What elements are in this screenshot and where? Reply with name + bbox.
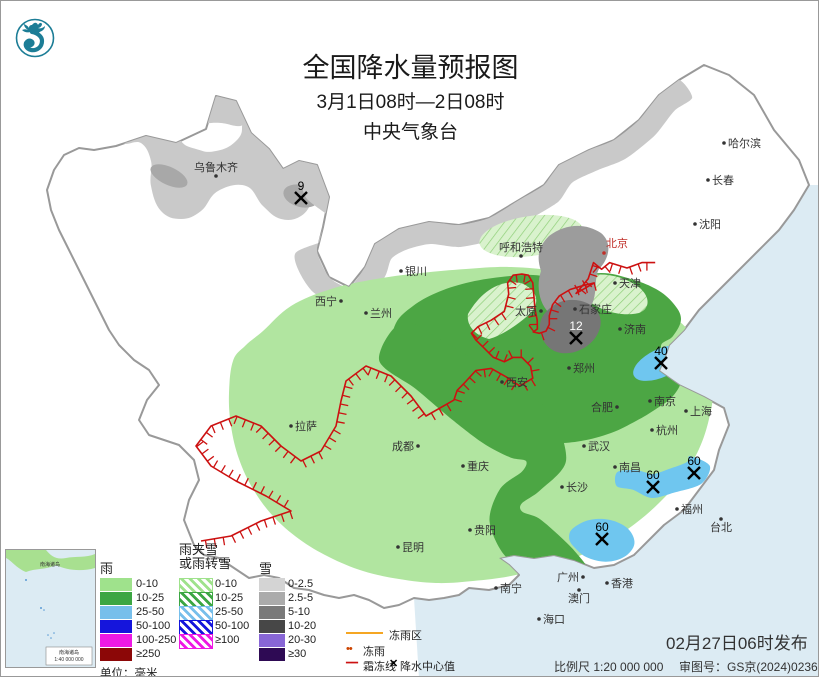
svg-text:济南: 济南 <box>624 322 646 336</box>
svg-text:40: 40 <box>654 344 668 358</box>
svg-text:西安: 西安 <box>506 375 528 389</box>
svg-text:重庆: 重庆 <box>467 459 489 473</box>
svg-text:长春: 长春 <box>712 174 734 187</box>
svg-text:郑州: 郑州 <box>573 361 595 375</box>
svg-text:60: 60 <box>646 468 660 482</box>
svg-text:澳门: 澳门 <box>568 591 590 605</box>
svg-text:1:40 000 000: 1:40 000 000 <box>54 657 83 663</box>
svg-text:南昌: 南昌 <box>619 461 641 474</box>
svg-text:北京: 北京 <box>606 236 628 250</box>
svg-text:石家庄: 石家庄 <box>579 302 612 316</box>
svg-text:广州: 广州 <box>557 571 579 584</box>
svg-text:呼和浩特: 呼和浩特 <box>499 240 543 254</box>
svg-text:9: 9 <box>298 179 305 193</box>
svg-text:60: 60 <box>595 520 609 534</box>
svg-text:南海诸岛: 南海诸岛 <box>59 649 79 656</box>
svg-text:西宁: 西宁 <box>315 294 337 308</box>
svg-text:合肥: 合肥 <box>591 400 613 414</box>
svg-text:南宁: 南宁 <box>500 581 522 595</box>
svg-text:武汉: 武汉 <box>588 440 610 453</box>
svg-text:兰州: 兰州 <box>370 307 392 320</box>
svg-text:贵阳: 贵阳 <box>474 524 496 537</box>
svg-text:60: 60 <box>687 454 701 468</box>
svg-text:银川: 银川 <box>405 264 427 278</box>
svg-text:太原: 太原 <box>515 305 537 318</box>
svg-text:南京: 南京 <box>654 394 676 408</box>
svg-text:台北: 台北 <box>710 520 732 534</box>
svg-text:香港: 香港 <box>611 577 633 590</box>
svg-text:乌鲁木齐: 乌鲁木齐 <box>194 160 238 174</box>
svg-text:成都: 成都 <box>392 440 414 453</box>
svg-text:12: 12 <box>569 319 583 333</box>
svg-text:上海: 上海 <box>690 404 712 418</box>
svg-text:拉萨: 拉萨 <box>295 419 317 433</box>
svg-text:南海诸岛: 南海诸岛 <box>40 561 60 568</box>
svg-text:长沙: 长沙 <box>566 481 588 494</box>
svg-text:杭州: 杭州 <box>656 423 678 437</box>
svg-text:沈阳: 沈阳 <box>699 217 721 231</box>
svg-text:福州: 福州 <box>681 502 703 516</box>
svg-text:昆明: 昆明 <box>402 541 424 554</box>
svg-text:天津: 天津 <box>619 277 641 290</box>
svg-text:海口: 海口 <box>543 612 565 626</box>
